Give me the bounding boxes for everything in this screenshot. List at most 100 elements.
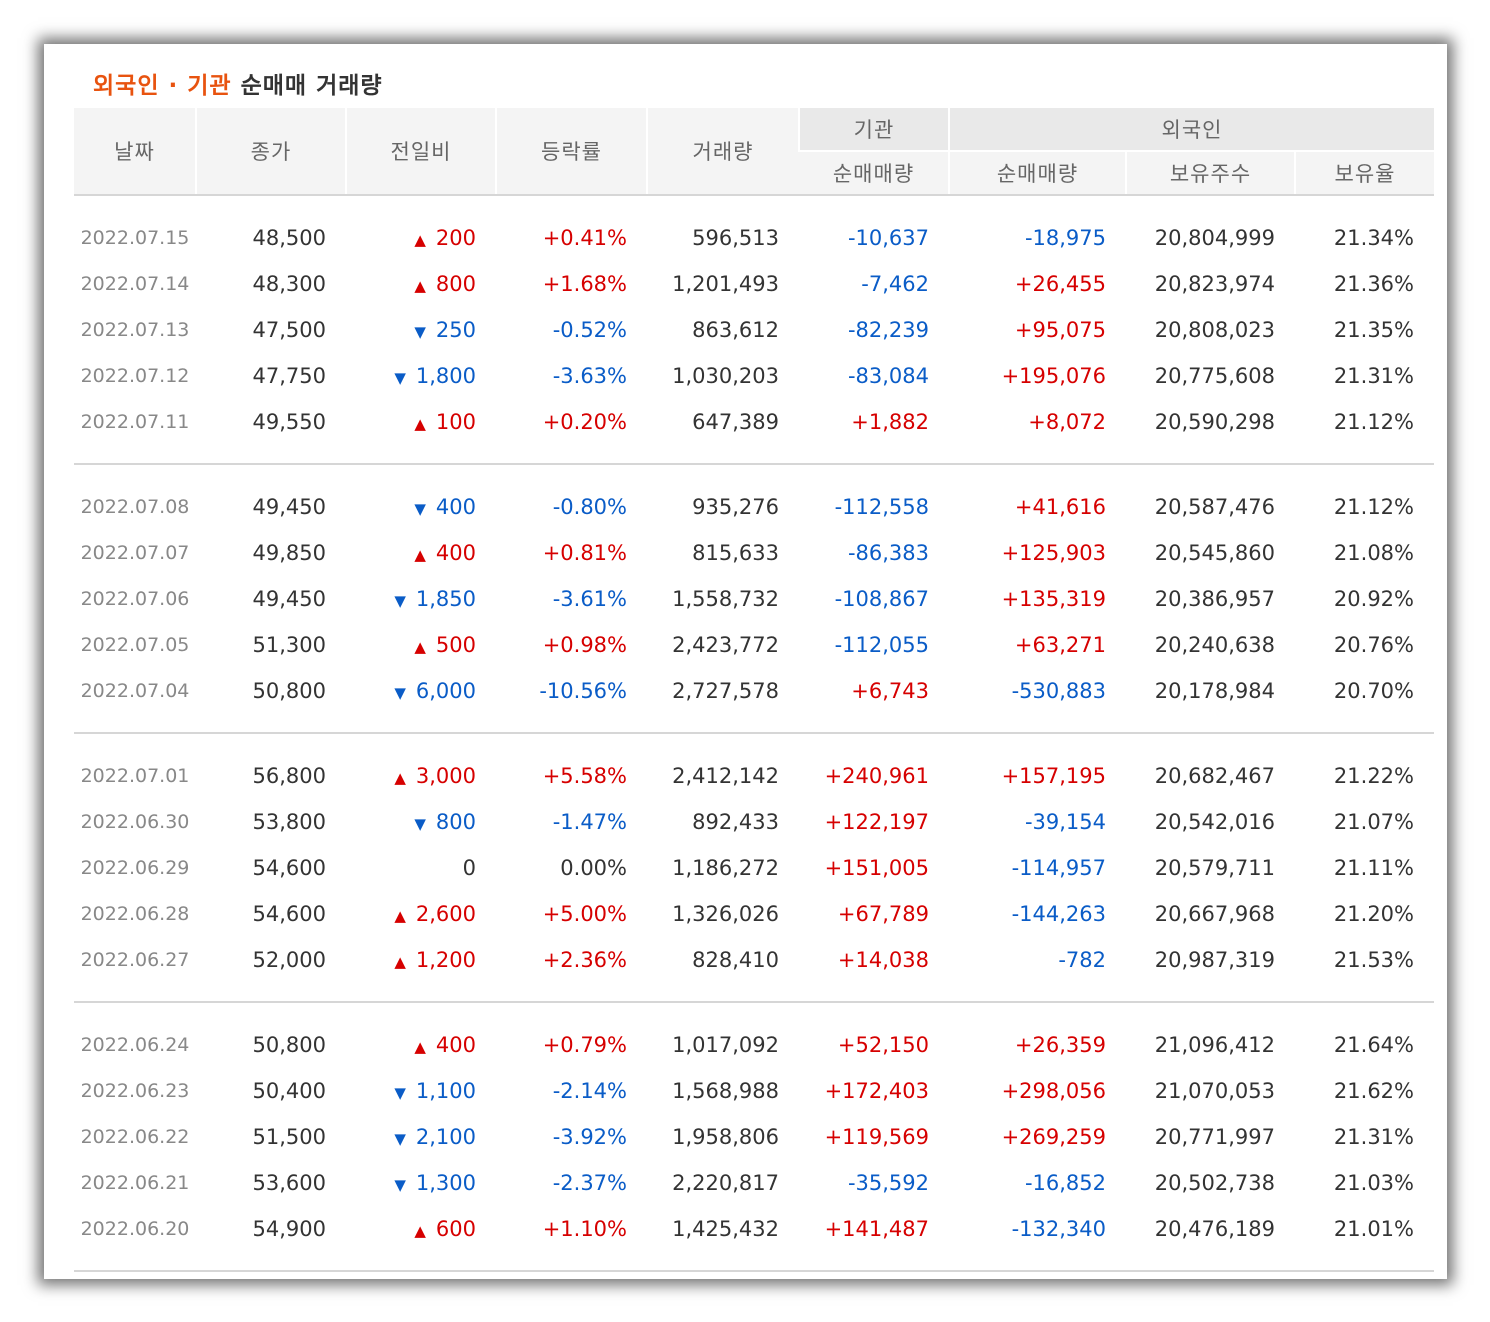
cell-rate: -2.37% [552,1171,627,1195]
cell-close: 51,300 [252,633,326,657]
table-row: 2022.07.12 47,750 ▼ 1,800 -3.63% 1,030,203 -83… [74,353,1434,399]
cell-institution-net: +14,038 [837,948,929,972]
cell-date: 2022.07.11 [80,411,190,433]
cell-holdings: 20,502,738 [1154,1171,1275,1195]
table-header: 날짜 종가 전일비 등락률 거래량 기관 외국인 순매매량 순매매량 보유주수 … [74,108,1434,196]
cell-institution-net: +172,403 [824,1079,929,1103]
cell-foreign-net: -144,263 [1011,902,1106,926]
cell-volume: 1,201,493 [672,272,779,296]
cell-change-value: 6,000 [415,679,476,703]
cell-volume: 1,958,806 [672,1125,779,1149]
cell-holding-ratio: 20.70% [1333,679,1414,703]
cell-change-value: 100 [435,410,476,434]
cell-rate: +0.41% [542,226,627,250]
cell-institution-net: -112,558 [834,495,929,519]
cell-holding-ratio: 20.76% [1333,633,1414,657]
cell-change-value: 1,200 [415,948,476,972]
cell-change-value: 1,850 [415,587,476,611]
cell-holding-ratio: 21.31% [1333,1125,1414,1149]
table-row: 2022.07.01 56,800 ▲ 3,000 +5.58% 2,412,142 +24… [74,753,1434,799]
cell-change: ▼ 1,800 [346,353,496,399]
table-row: 2022.06.21 53,600 ▼ 1,300 -2.37% 2,220,817 -35… [74,1160,1434,1206]
cell-holding-ratio: 21.12% [1333,410,1414,434]
trading-volume-panel: 외국인 · 기관 순매매 거래량 날짜 종가 전일비 등락률 거래량 기관 외국… [44,44,1447,1279]
table-row: 2022.07.15 48,500 ▲ 200 +0.41% 596,513 -10,637… [74,215,1434,261]
cell-holdings: 20,590,298 [1154,410,1275,434]
cell-close: 54,900 [252,1217,326,1241]
cell-volume: 2,423,772 [672,633,779,657]
cell-rate: -3.63% [552,364,627,388]
cell-close: 47,750 [252,364,326,388]
cell-institution-net: +119,569 [824,1125,929,1149]
header-foreign-net: 순매매량 [948,150,1126,196]
table-row: 2022.06.27 52,000 ▲ 1,200 +2.36% 828,410 +14,0… [74,937,1434,983]
cell-holding-ratio: 21.20% [1333,902,1414,926]
cell-volume: 2,727,578 [672,679,779,703]
cell-institution-net: +1,882 [851,410,929,434]
cell-date: 2022.06.20 [80,1218,190,1240]
cell-foreign-net: -530,883 [1011,679,1106,703]
cell-change-value: 600 [435,1217,476,1241]
cell-holdings: 20,987,319 [1154,948,1275,972]
cell-rate: -1.47% [552,810,627,834]
cell-institution-net: +141,487 [824,1217,929,1241]
cell-change: ▲ 100 [346,399,496,445]
cell-volume: 1,186,272 [672,856,779,880]
cell-change: ▼ 1,300 [346,1160,496,1206]
cell-volume: 815,633 [692,541,779,565]
table-row: 2022.07.05 51,300 ▲ 500 +0.98% 2,423,772 -112,… [74,622,1434,668]
cell-change: ▲ 600 [346,1206,496,1252]
cell-rate: +5.00% [542,902,627,926]
cell-date: 2022.07.04 [80,680,190,702]
cell-change-value: 800 [435,810,476,834]
triangle-up-icon: ▲ [414,638,426,656]
cell-holdings: 20,682,467 [1154,764,1275,788]
header-date: 날짜 [74,108,196,196]
cell-date: 2022.06.29 [80,857,190,879]
table-row: 2022.06.24 50,800 ▲ 400 +0.79% 1,017,092 +52,1… [74,1022,1434,1068]
cell-holding-ratio: 21.62% [1333,1079,1414,1103]
table-row: 2022.07.04 50,800 ▼ 6,000 -10.56% 2,727,578 +6… [74,668,1434,714]
cell-holding-ratio: 21.07% [1333,810,1414,834]
cell-holdings: 20,579,711 [1154,856,1275,880]
cell-holdings: 20,542,016 [1154,810,1275,834]
row-spacer [74,1003,1434,1022]
cell-volume: 2,220,817 [672,1171,779,1195]
cell-change-value: 250 [435,318,476,342]
cell-volume: 828,410 [692,948,779,972]
cell-holding-ratio: 21.64% [1333,1033,1414,1057]
cell-holdings: 20,804,999 [1154,226,1275,250]
cell-holdings: 20,587,476 [1154,495,1275,519]
cell-institution-net: -10,637 [847,226,929,250]
cell-close: 49,550 [252,410,326,434]
cell-institution-net: +52,150 [837,1033,929,1057]
cell-institution-net: -35,592 [847,1171,929,1195]
cell-holdings: 21,070,053 [1154,1079,1275,1103]
table-row: 2022.06.30 53,800 ▼ 800 -1.47% 892,433 +122,19… [74,799,1434,845]
cell-rate: +0.98% [542,633,627,657]
cell-change-value: 400 [435,541,476,565]
cell-volume: 935,276 [692,495,779,519]
cell-foreign-net: +125,903 [1001,541,1106,565]
triangle-down-icon: ▼ [414,815,426,833]
cell-change: ▼ 6,000 [346,668,496,714]
cell-foreign-net: +41,616 [1014,495,1106,519]
cell-holdings: 20,545,860 [1154,541,1275,565]
triangle-down-icon: ▼ [394,592,406,610]
cell-holdings: 20,823,974 [1154,272,1275,296]
cell-date: 2022.06.30 [80,811,190,833]
cell-foreign-net: +298,056 [1001,1079,1106,1103]
cell-holding-ratio: 21.11% [1333,856,1414,880]
cell-holding-ratio: 20.92% [1333,587,1414,611]
cell-institution-net: -108,867 [834,587,929,611]
cell-volume: 1,425,432 [672,1217,779,1241]
cell-holdings: 20,386,957 [1154,587,1275,611]
row-spacer [74,195,1434,215]
cell-close: 48,500 [252,226,326,250]
cell-institution-net: +151,005 [824,856,929,880]
cell-change: 0 [346,845,496,891]
cell-institution-net: +67,789 [837,902,929,926]
cell-date: 2022.07.08 [80,496,190,518]
cell-foreign-net: +63,271 [1014,633,1106,657]
table-row: 2022.07.08 49,450 ▼ 400 -0.80% 935,276 -112,55… [74,484,1434,530]
